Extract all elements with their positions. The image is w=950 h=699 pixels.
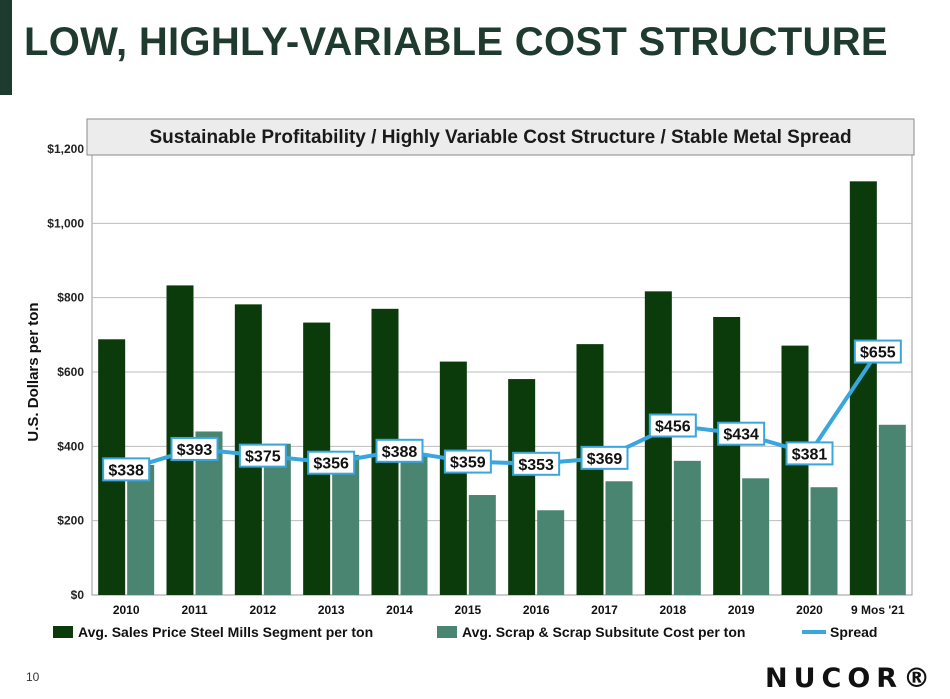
bar-scrap-cost xyxy=(400,453,428,595)
spread-label-box xyxy=(307,450,356,475)
y-axis-title: U.S. Dollars per ton xyxy=(25,302,42,441)
chart-title-box xyxy=(86,118,915,156)
y-tick-label: $1,000 xyxy=(47,216,84,230)
bar-scrap-cost xyxy=(878,424,906,595)
spread-data-label: $393 xyxy=(177,442,213,459)
nucor-logo: NUCOR® xyxy=(765,663,937,694)
legend-label-sales: Avg. Sales Price Steel Mills Segment per… xyxy=(78,624,373,640)
spread-data-label: $369 xyxy=(587,451,623,468)
spread-data-label: $356 xyxy=(313,456,349,473)
bar-sales-price xyxy=(439,361,467,595)
spread-data-label: $359 xyxy=(450,455,486,472)
legend-swatch-scrap xyxy=(437,626,457,638)
x-tick-label: 2016 xyxy=(523,603,550,617)
spread-data-label: $655 xyxy=(860,345,896,362)
x-tick-label: 2011 xyxy=(181,603,207,617)
x-tick-label: 9 Mos '21 xyxy=(851,603,905,617)
bar-scrap-cost xyxy=(263,443,291,595)
bar-scrap-cost xyxy=(810,487,838,595)
bar-scrap-cost xyxy=(673,460,701,595)
spread-label-box xyxy=(785,441,834,466)
page-title: LOW, HIGHLY-VARIABLE COST STRUCTURE xyxy=(24,20,888,64)
legend-swatch-sales xyxy=(53,626,73,638)
x-tick-label: 2013 xyxy=(318,603,345,617)
y-tick-label: $0 xyxy=(71,588,85,602)
x-tick-label: 2014 xyxy=(386,603,413,617)
x-tick-label: 2020 xyxy=(796,603,823,617)
bar-sales-price xyxy=(713,316,741,595)
title-accent-bar xyxy=(0,0,12,95)
x-tick-label: 2019 xyxy=(728,603,755,617)
spread-data-label: $434 xyxy=(723,427,759,444)
y-tick-label: $400 xyxy=(57,439,84,453)
bar-scrap-cost xyxy=(605,481,633,595)
spread-label-box xyxy=(375,438,424,463)
x-tick-label: 2012 xyxy=(249,603,276,617)
bar-scrap-cost xyxy=(127,464,155,595)
bar-scrap-cost xyxy=(332,454,360,595)
x-tick-label: 2017 xyxy=(591,603,618,617)
spread-label-box xyxy=(512,451,561,476)
spread-data-label: $381 xyxy=(792,446,828,463)
y-tick-label: $600 xyxy=(57,365,84,379)
spread-label-box xyxy=(238,443,287,468)
bar-scrap-cost xyxy=(468,495,496,595)
bar-sales-price xyxy=(508,379,536,595)
spread-label-box xyxy=(170,436,219,461)
y-tick-label: $1,200 xyxy=(47,142,84,156)
bar-sales-price xyxy=(781,345,809,595)
x-tick-label: 2015 xyxy=(454,603,481,617)
bar-scrap-cost xyxy=(742,478,770,595)
y-tick-label: $200 xyxy=(57,514,84,528)
bar-scrap-cost xyxy=(537,510,565,595)
bar-sales-price xyxy=(644,291,672,595)
x-tick-label: 2010 xyxy=(113,603,140,617)
spread-label-box xyxy=(717,421,766,446)
spread-data-label: $388 xyxy=(382,444,418,461)
spread-label-box xyxy=(102,457,151,482)
spread-label-box xyxy=(648,413,697,438)
spread-label-box xyxy=(443,449,492,474)
spread-data-label: $456 xyxy=(655,419,691,436)
spread-data-label: $338 xyxy=(108,462,144,479)
legend-label-spread: Spread xyxy=(830,624,877,640)
chart-title: Sustainable Profitability / Highly Varia… xyxy=(149,127,851,148)
x-tick-label: 2018 xyxy=(659,603,686,617)
spread-data-label: $375 xyxy=(245,449,281,466)
y-tick-label: $800 xyxy=(57,291,84,305)
spread-label-box xyxy=(853,339,902,364)
legend-label-scrap: Avg. Scrap & Scrap Subsitute Cost per to… xyxy=(462,624,745,640)
spread-data-label: $353 xyxy=(518,457,554,474)
page-number: 10 xyxy=(26,670,40,684)
spread-label-box xyxy=(580,445,629,470)
